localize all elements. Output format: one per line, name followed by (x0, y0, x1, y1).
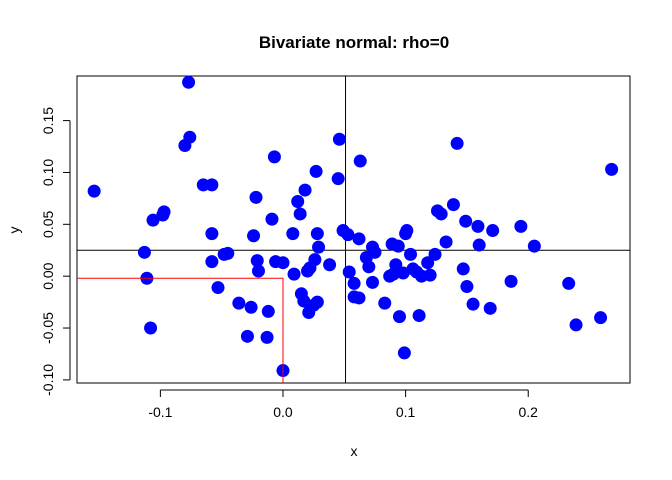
data-point (144, 321, 158, 335)
data-point (353, 154, 367, 168)
data-point (232, 296, 246, 310)
x-axis: -0.1 0.0 0.1 0.2 (148, 389, 538, 420)
data-point (331, 172, 345, 186)
data-point (527, 239, 541, 253)
data-point (569, 318, 583, 332)
y-tick-label: -0.05 (40, 312, 56, 344)
y-tick-label: 0.00 (40, 262, 56, 289)
data-point (276, 256, 290, 270)
data-point (504, 274, 518, 288)
data-point (146, 213, 160, 227)
data-point (205, 227, 219, 241)
data-point (332, 132, 346, 146)
data-point (368, 245, 382, 259)
data-point (450, 136, 464, 150)
data-point (205, 178, 219, 192)
data-point (249, 190, 263, 204)
data-point (514, 219, 528, 233)
data-point (460, 280, 474, 294)
y-axis: -0.10 -0.05 0.00 0.05 0.10 0.15 (40, 107, 71, 396)
data-point (605, 162, 619, 176)
data-point (396, 266, 410, 280)
x-tick-label: 0.0 (273, 404, 293, 420)
data-point (456, 262, 470, 276)
chart-title: Bivariate normal: rho=0 (259, 33, 449, 52)
data-point (240, 329, 254, 343)
data-point (293, 207, 307, 221)
data-point (137, 245, 151, 259)
data-point (178, 138, 192, 152)
mean-guides (77, 76, 630, 383)
data-point (205, 255, 219, 269)
data-point (446, 198, 460, 212)
data-point (291, 194, 305, 208)
data-point (244, 300, 258, 314)
x-tick-label: 0.2 (518, 404, 538, 420)
data-point (594, 311, 608, 325)
y-axis-label: y (6, 227, 22, 234)
data-point (423, 268, 437, 282)
data-point (87, 184, 101, 198)
data-point (251, 264, 265, 278)
data-point (352, 291, 366, 305)
data-point (421, 256, 435, 270)
data-point (412, 309, 426, 323)
x-tick-label: -0.1 (148, 404, 172, 420)
data-point (310, 227, 324, 241)
data-point (362, 260, 376, 274)
highlight-path (77, 277, 284, 383)
data-point (347, 276, 361, 290)
data-point (341, 228, 355, 242)
data-point (267, 150, 281, 164)
data-point (471, 219, 485, 233)
data-point (309, 164, 323, 178)
data-point (287, 267, 301, 281)
data-point (404, 247, 418, 261)
data-point (352, 232, 366, 246)
data-point (562, 276, 576, 290)
data-point (459, 214, 473, 228)
data-point (400, 224, 414, 238)
x-tick-label: 0.1 (396, 404, 416, 420)
data-point (247, 229, 261, 243)
data-point (466, 297, 480, 311)
data-point (211, 281, 225, 295)
data-point (260, 330, 274, 344)
y-tick-label: 0.10 (40, 159, 56, 186)
data-point (261, 304, 275, 318)
data-point (391, 239, 405, 253)
data-point (298, 183, 312, 197)
data-point (286, 227, 300, 241)
data-point (182, 75, 196, 89)
y-tick-label: 0.05 (40, 210, 56, 237)
y-tick-label: -0.10 (40, 364, 56, 396)
data-point (310, 295, 324, 309)
data-point (397, 346, 411, 360)
data-point (439, 235, 453, 249)
highlight-lines (77, 277, 284, 383)
data-point (483, 301, 497, 315)
data-point (434, 207, 448, 221)
data-point (156, 208, 170, 222)
x-axis-label: x (351, 443, 358, 459)
data-point (265, 212, 279, 226)
data-point (486, 224, 500, 238)
data-points (87, 75, 619, 378)
data-point (221, 246, 235, 260)
data-point (392, 310, 406, 324)
y-tick-label: 0.15 (40, 107, 56, 134)
data-point (297, 294, 311, 308)
data-point (428, 247, 442, 261)
data-point (323, 258, 337, 272)
plot-box (76, 75, 631, 384)
data-point (366, 275, 380, 289)
data-point (342, 265, 356, 279)
data-point (308, 253, 322, 267)
data-point (312, 240, 326, 254)
data-point (250, 254, 264, 268)
data-point (389, 258, 403, 272)
data-point (378, 296, 392, 310)
data-point (472, 238, 486, 252)
